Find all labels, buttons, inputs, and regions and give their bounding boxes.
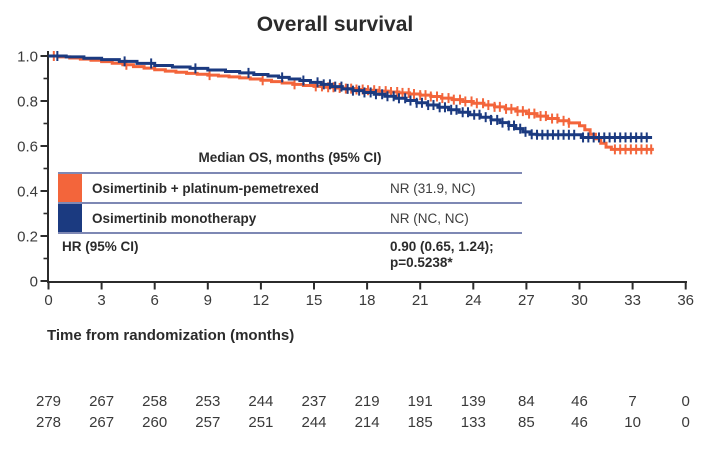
risk-count: 219 bbox=[355, 393, 380, 410]
y-tick-label: 0.6 bbox=[17, 139, 38, 156]
risk-count: 267 bbox=[89, 393, 114, 410]
risk-count: 139 bbox=[461, 393, 486, 410]
risk-count: 260 bbox=[142, 414, 167, 431]
arm-label-mono: Osimertinib monotherapy bbox=[92, 210, 257, 226]
x-tick-label: 36 bbox=[677, 292, 694, 309]
risk-count: 0 bbox=[682, 414, 690, 431]
hr-label: HR (95% CI) bbox=[62, 239, 139, 254]
risk-count: 133 bbox=[461, 414, 486, 431]
risk-count: 237 bbox=[301, 393, 326, 410]
y-tick-label: 0.8 bbox=[17, 94, 38, 111]
x-tick-label: 15 bbox=[306, 292, 323, 309]
risk-count: 214 bbox=[355, 414, 380, 431]
x-tick-label: 6 bbox=[151, 292, 159, 309]
median-os-mono: NR (NC, NC) bbox=[390, 210, 469, 226]
inset-table: Median OS, months (95% CI) Osimertinib +… bbox=[58, 146, 522, 271]
risk-count: 257 bbox=[195, 414, 220, 431]
x-tick-label: 12 bbox=[253, 292, 270, 309]
median-os-combo: NR (31.9, NC) bbox=[390, 180, 476, 196]
y-tick-label: 1.0 bbox=[17, 49, 38, 66]
inset-table-rows: Osimertinib + platinum-pemetrexed NR (31… bbox=[58, 172, 522, 234]
y-tick-label: 0.2 bbox=[17, 229, 38, 246]
y-tick-label: 0.4 bbox=[17, 184, 38, 201]
inset-row-mono: Osimertinib monotherapy NR (NC, NC) bbox=[58, 204, 522, 234]
risk-count: 258 bbox=[142, 393, 167, 410]
legend-swatch-combo bbox=[58, 174, 82, 202]
risk-count: 191 bbox=[408, 393, 433, 410]
x-tick-label: 9 bbox=[204, 292, 212, 309]
y-tick-label: 0 bbox=[30, 274, 38, 291]
x-tick-label: 33 bbox=[624, 292, 641, 309]
hr-value: 0.90 (0.65, 1.24); bbox=[390, 239, 494, 254]
risk-count: 253 bbox=[195, 393, 220, 410]
legend-swatch-mono bbox=[58, 204, 82, 232]
inset-table-header: Median OS, months (95% CI) bbox=[198, 150, 382, 165]
risk-count: 46 bbox=[571, 393, 588, 410]
risk-count: 85 bbox=[518, 414, 535, 431]
risk-count: 251 bbox=[248, 414, 273, 431]
hr-row: HR (95% CI) 0.90 (0.65, 1.24); p=0.5238* bbox=[58, 234, 522, 271]
risk-count: 185 bbox=[408, 414, 433, 431]
x-tick-label: 3 bbox=[97, 292, 105, 309]
risk-count: 279 bbox=[36, 393, 61, 410]
risk-count: 10 bbox=[624, 414, 641, 431]
hr-value-block: 0.90 (0.65, 1.24); p=0.5238* bbox=[390, 239, 522, 271]
risk-count: 84 bbox=[518, 393, 535, 410]
x-tick-label: 24 bbox=[465, 292, 482, 309]
x-axis-title: Time from randomization (months) bbox=[47, 327, 295, 344]
x-tick-label: 21 bbox=[412, 292, 429, 309]
risk-count: 46 bbox=[571, 414, 588, 431]
risk-count: 244 bbox=[248, 393, 273, 410]
arm-label-combo: Osimertinib + platinum-pemetrexed bbox=[92, 180, 319, 196]
chart-title: Overall survival bbox=[256, 13, 414, 36]
x-tick-label: 0 bbox=[44, 292, 52, 309]
risk-count: 0 bbox=[682, 393, 690, 410]
risk-count: 267 bbox=[89, 414, 114, 431]
x-tick-label: 30 bbox=[571, 292, 588, 309]
inset-row-combo: Osimertinib + platinum-pemetrexed NR (31… bbox=[58, 174, 522, 204]
risk-count: 7 bbox=[628, 393, 636, 410]
risk-count: 278 bbox=[36, 414, 61, 431]
hr-pvalue: p=0.5238* bbox=[390, 255, 453, 270]
risk-count: 244 bbox=[301, 414, 326, 431]
x-tick-label: 18 bbox=[359, 292, 376, 309]
x-tick-label: 27 bbox=[518, 292, 535, 309]
km-curve-mono bbox=[48, 54, 653, 139]
